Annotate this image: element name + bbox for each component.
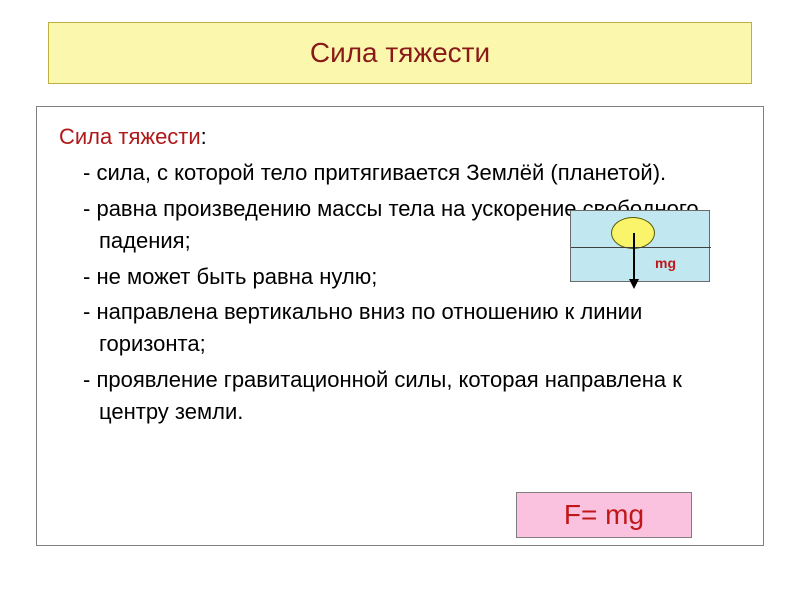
force-diagram: mg (570, 210, 710, 282)
formula-box: F= mg (516, 492, 692, 538)
content-box: Сила тяжести: сила, с которой тело притя… (36, 106, 764, 546)
formula-text: F= mg (564, 499, 644, 531)
title-box: Сила тяжести (48, 22, 752, 84)
slide-title: Сила тяжести (310, 37, 490, 69)
mg-label: mg (655, 255, 676, 271)
heading-text: Сила тяжести (59, 124, 201, 149)
bullet-item: проявление гравитационной силы, которая … (59, 364, 741, 428)
content-heading: Сила тяжести: (59, 121, 741, 153)
bullet-item: сила, с которой тело притягивается Землё… (59, 157, 741, 189)
surface-line-icon (571, 247, 711, 248)
heading-colon: : (201, 124, 207, 149)
force-arrow-icon (633, 233, 635, 287)
bullet-item: направлена вертикально вниз по отношению… (59, 296, 741, 360)
